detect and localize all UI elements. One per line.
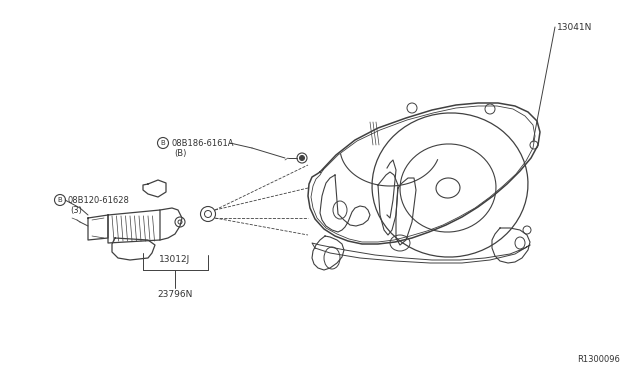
Text: 13012J: 13012J — [159, 255, 191, 264]
Text: B: B — [58, 197, 62, 203]
Circle shape — [300, 155, 305, 160]
Text: B: B — [161, 140, 165, 146]
Text: 08B120-61628: 08B120-61628 — [68, 196, 130, 205]
Text: 08B186-6161A: 08B186-6161A — [171, 139, 234, 148]
Text: R1300096: R1300096 — [577, 355, 620, 364]
Text: 23796N: 23796N — [157, 290, 193, 299]
Text: 13041N: 13041N — [557, 23, 593, 32]
Text: (B): (B) — [174, 149, 186, 158]
Text: (3): (3) — [70, 206, 82, 215]
